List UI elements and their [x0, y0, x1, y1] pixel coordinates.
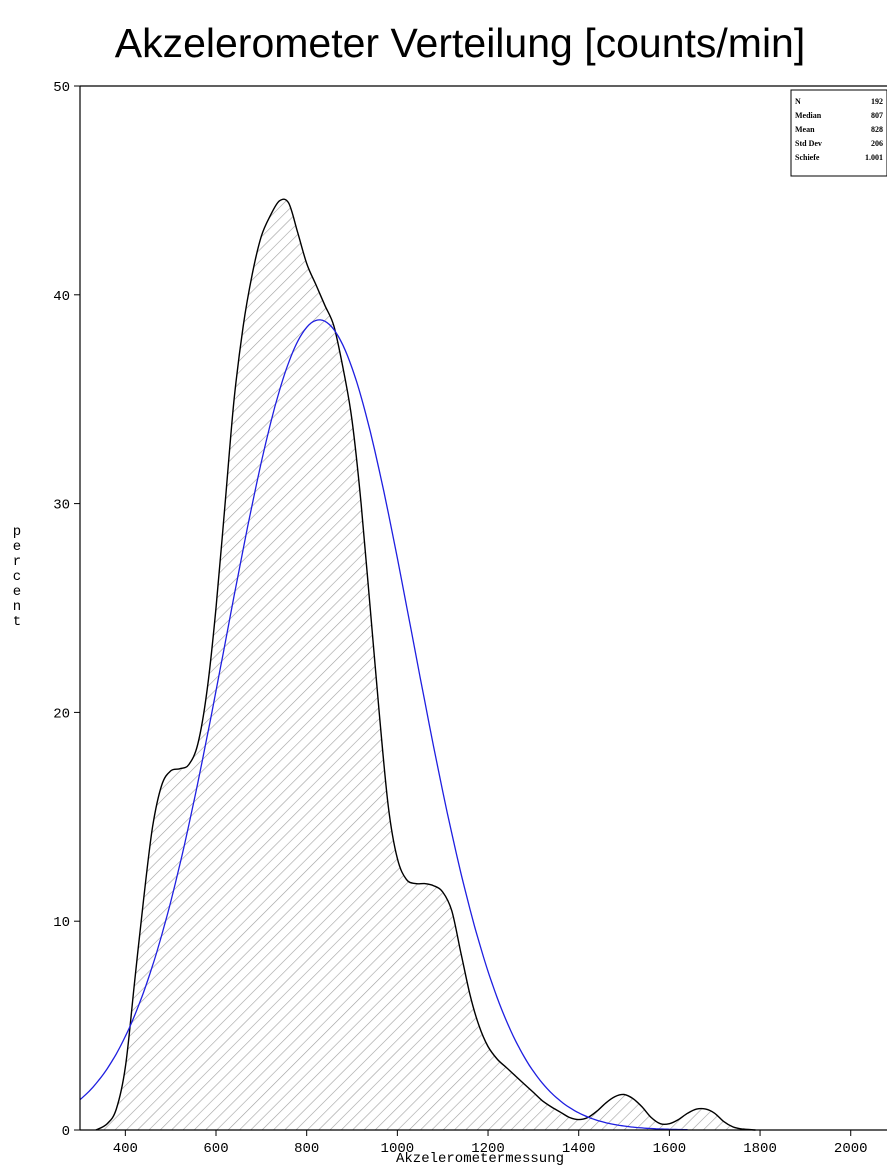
stats-value: 828 — [871, 125, 883, 134]
normal-curve — [79, 319, 688, 1131]
stats-box-frame — [790, 89, 887, 177]
y-tick-label: 0 — [62, 1124, 70, 1140]
density-curve — [95, 198, 756, 1131]
y-tick-label: 40 — [53, 289, 70, 305]
y-tick-label: 30 — [53, 498, 70, 514]
x-tick-label: 1400 — [562, 1141, 596, 1157]
y-tick-label: 50 — [53, 80, 70, 96]
y-axis-ticks: 0 10 20 30 40 50 — [53, 80, 80, 1140]
x-tick-label: 800 — [294, 1141, 319, 1157]
stats-value: 206 — [871, 139, 883, 148]
chart-title: Akzelerometer Verteilung [counts/min] — [115, 20, 806, 66]
x-tick-label: 1800 — [743, 1141, 777, 1157]
plot-area — [79, 198, 756, 1131]
stats-value: 807 — [871, 111, 883, 120]
x-tick-label: 600 — [203, 1141, 228, 1157]
stats-label: Mean — [795, 125, 815, 134]
x-tick-label: 400 — [113, 1141, 138, 1157]
x-tick-label: 1200 — [471, 1141, 505, 1157]
x-axis-ticks: 400 600 800 1000 1200 1400 1600 1800 2000 — [113, 1130, 868, 1157]
x-tick-label: 2000 — [834, 1141, 868, 1157]
stats-label: Std Dev — [795, 139, 822, 148]
stats-label: N — [795, 97, 801, 106]
y-tick-label: 10 — [53, 915, 70, 931]
stats-value: 1.001 — [865, 153, 883, 162]
stats-label: Median — [795, 111, 822, 120]
density-area — [95, 199, 756, 1131]
x-tick-label: 1600 — [653, 1141, 687, 1157]
y-tick-label: 20 — [53, 706, 70, 722]
stats-label: Schiefe — [795, 153, 820, 162]
stats-value: 192 — [871, 97, 883, 106]
x-axis-label: Akzelerometermessung — [396, 1151, 564, 1165]
stats-legend-box: N 192 Median 807 Mean 828 Std Dev 206 Schiefe 1.0… — [790, 89, 887, 177]
x-tick-label: 1000 — [381, 1141, 415, 1157]
